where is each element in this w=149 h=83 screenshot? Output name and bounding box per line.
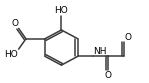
- Text: NH: NH: [93, 47, 107, 56]
- Text: O: O: [105, 71, 112, 80]
- Text: HO: HO: [55, 6, 68, 15]
- Text: O: O: [125, 33, 132, 42]
- Text: HO: HO: [4, 50, 18, 59]
- Text: O: O: [11, 19, 18, 27]
